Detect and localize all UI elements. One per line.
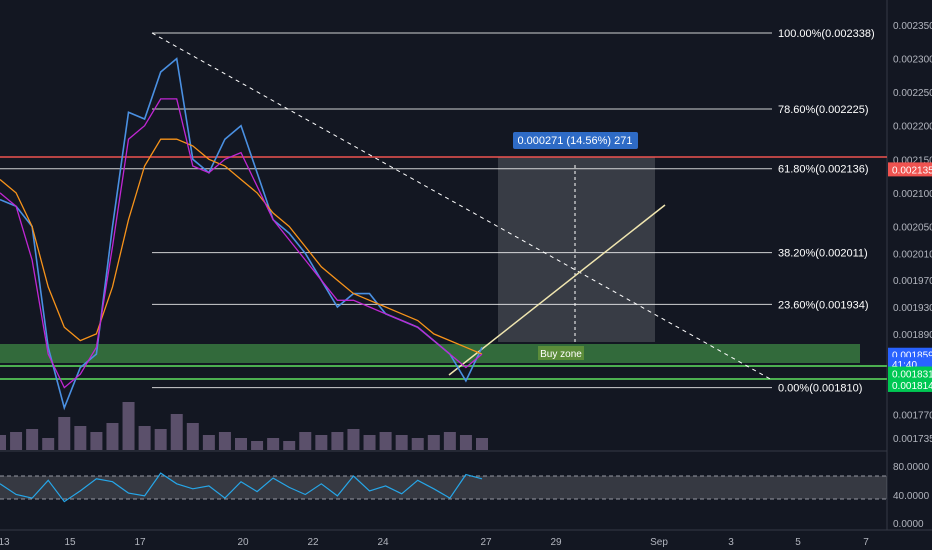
volume-bar [283,441,296,450]
price-tick-label: 0.001770 [893,410,932,421]
rsi-tick-label: 0.0000 [893,519,924,530]
rsi-line [0,472,483,503]
fib-level-label: 61.80%(0.002136) [778,164,869,176]
price-badge-label: 0.001831 [892,370,932,381]
volume-bar [10,432,23,450]
volume-bar [459,435,472,450]
time-tick-label: 13 [0,537,10,548]
volume-bar [427,435,440,450]
volume-bar [138,426,151,450]
volume-bar [379,432,392,450]
volume-bar [154,429,167,450]
volume-bar [0,435,6,450]
volume-bar [26,429,39,450]
price-tick-label: 0.002350 [893,21,932,32]
time-tick-label: 27 [480,537,492,548]
price-badge-label: 0.002135 [892,165,932,176]
time-tick-label: 5 [795,537,801,548]
price-tick-label: 0.001735 [893,434,932,445]
volume-bar [90,432,103,450]
rsi-tick-label: 40.0000 [893,491,930,502]
volume-bar [363,435,376,450]
fib-trend-dashed [151,32,773,381]
time-tick-label: 22 [307,537,319,548]
volume-bar [106,423,119,450]
price-series [0,57,483,411]
uptrend-line [448,204,666,376]
volume-bar [74,426,87,450]
price-tick-label: 0.001930 [893,303,932,314]
price-tick-label: 0.001970 [893,276,932,287]
buy-zone-label-box [538,346,584,360]
volume-bar [411,438,424,450]
buy-zone-rect [0,344,860,363]
price-badge [888,162,932,177]
rsi-axis[interactable]: 80.0000 40.0000 0.0000 [893,462,930,530]
volume-bar [315,435,328,450]
volume-bar [186,423,199,450]
volume-bars [0,402,488,450]
volume-bar [58,417,71,450]
ema-slow-line [0,138,483,355]
time-tick-label: 29 [550,537,562,548]
rsi-band [0,476,887,499]
volume-bar [443,432,456,450]
fib-level-label: 0.00%(0.001810) [778,383,862,395]
rsi-indicator [0,472,483,503]
time-tick-label: Sep [650,537,668,548]
price-tick-label: 0.002100 [893,189,932,200]
price-tick-label: 0.002300 [893,55,932,66]
price-tick-label: 0.002150 [893,155,932,166]
price-tick-label: 0.001890 [893,330,932,341]
price-badge-label: 0.001859 [892,351,932,362]
price-badge-label: 0.001814 [892,381,932,392]
time-tick-label: 3 [728,537,734,548]
volume-bar [202,435,215,450]
price-badge [888,366,932,381]
time-tick-label: 24 [377,537,389,548]
time-tick-label: 15 [64,537,76,548]
volume-bar [42,438,55,450]
volume-bar [299,432,312,450]
time-tick-label: 17 [134,537,146,548]
volume-bar [235,438,247,450]
volume-bar [331,432,344,450]
volume-bar [347,429,360,450]
price-tick-label: 0.002010 [893,249,932,260]
volume-bar [476,438,488,450]
fib-level-label: 100.00%(0.002338) [778,28,875,40]
buy-zone-label: Buy zone [540,349,582,360]
price-badge [888,377,932,392]
price-tick-label: 0.002200 [893,122,932,133]
time-axis[interactable]: 13 15 17 20 22 24 27 29 Sep 3 5 7 [0,537,869,548]
time-tick-label: 7 [863,537,869,548]
measure-box [498,157,655,342]
fib-level-label: 78.60%(0.002225) [778,104,869,116]
ema-fast-line [0,98,483,389]
measure-label: 0.000271 (14.56%) 271 [518,135,633,147]
price-tick-label: 0.002250 [893,88,932,99]
rsi-tick-label: 80.0000 [893,462,930,473]
measure-label-box [513,132,638,149]
fib-level-label: 38.20%(0.002011) [778,248,868,260]
volume-bar [170,414,183,450]
volume-bar [218,432,231,450]
price-tick-label: 0.002050 [893,222,932,233]
fib-level-label: 23.60%(0.001934) [778,299,869,311]
price-badge-label: 41:40 [892,360,917,371]
volume-bar [267,438,280,450]
fib-retracement: 100.00%(0.002338) 78.60%(0.002225) 61.80%(… [0,28,875,395]
volume-bar [251,441,264,450]
volume-bar [122,402,135,450]
time-tick-label: 20 [237,537,249,548]
volume-bar [395,435,408,450]
